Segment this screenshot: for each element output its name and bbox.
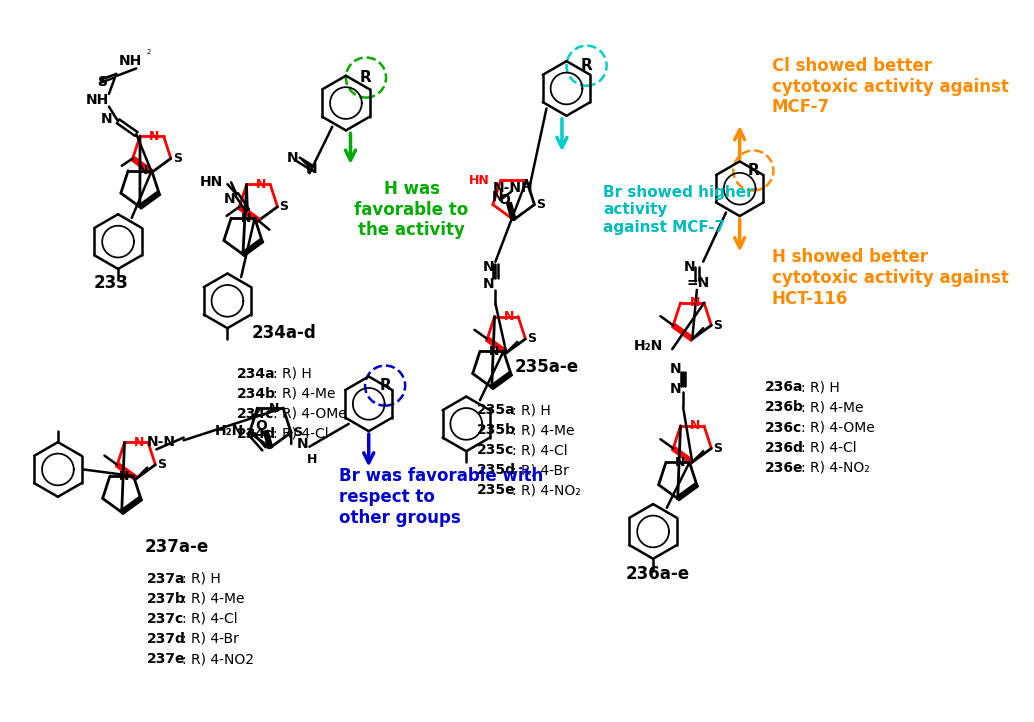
Text: S: S (173, 152, 182, 165)
Text: NH: NH (86, 93, 109, 108)
Text: N: N (491, 191, 504, 204)
Text: 237e: 237e (147, 652, 186, 666)
Text: N: N (482, 260, 494, 274)
Text: : R) 4-OMe: : R) 4-OMe (273, 407, 346, 421)
Text: $_2$: $_2$ (146, 48, 152, 58)
Text: 237a-e: 237a-e (145, 538, 209, 556)
Text: 234a: 234a (237, 367, 275, 380)
Text: HN: HN (469, 174, 490, 187)
Text: 235b: 235b (477, 423, 516, 438)
Text: 236b: 236b (765, 401, 804, 414)
Text: 237b: 237b (147, 592, 186, 606)
Text: 235e: 235e (477, 484, 516, 497)
Text: HN: HN (200, 175, 222, 189)
Text: S: S (279, 200, 288, 213)
Text: : R) 4-Me: : R) 4-Me (512, 423, 574, 438)
Text: N: N (683, 260, 695, 274)
Text: 237c: 237c (147, 612, 184, 626)
Text: : R) 4-Me: : R) 4-Me (182, 592, 244, 606)
Text: N: N (223, 192, 235, 206)
Text: : R) H: : R) H (182, 572, 220, 586)
Text: : R) 4-Cl: : R) 4-Cl (800, 440, 856, 455)
Text: N: N (489, 344, 499, 357)
Text: Br was favorable with
respect to
other groups: Br was favorable with respect to other g… (338, 467, 543, 526)
Text: N-NH: N-NH (492, 181, 534, 195)
Text: : R) 4-Cl: : R) 4-Cl (512, 443, 568, 457)
Text: H: H (307, 453, 317, 466)
Text: : R) H: : R) H (512, 403, 550, 417)
Text: 234d: 234d (237, 427, 275, 441)
Text: =N: =N (687, 276, 710, 290)
Text: : R) 4-NO₂: : R) 4-NO₂ (800, 461, 870, 474)
Text: : R) 4-NO₂: : R) 4-NO₂ (512, 484, 580, 497)
Text: S: S (157, 458, 166, 471)
Text: R: R (748, 163, 759, 178)
Text: : R) 4-OMe: : R) 4-OMe (800, 420, 875, 435)
Text: 236e: 236e (765, 461, 803, 474)
Text: N: N (149, 129, 159, 142)
Text: N: N (100, 111, 112, 126)
Text: N: N (670, 382, 681, 396)
Text: 237a: 237a (147, 572, 186, 586)
Text: 236d: 236d (765, 440, 804, 455)
Text: R: R (360, 70, 372, 85)
Text: N: N (690, 419, 700, 432)
Text: N: N (690, 296, 700, 309)
Text: 235a: 235a (477, 403, 516, 417)
Text: N: N (269, 401, 279, 414)
Text: N: N (675, 456, 686, 469)
Text: 235d: 235d (477, 464, 516, 477)
Text: : R) 4-Me: : R) 4-Me (273, 387, 335, 401)
Text: 235a-e: 235a-e (514, 358, 578, 376)
Text: H was
favorable to
the activity: H was favorable to the activity (355, 180, 468, 240)
Text: H showed better
cytotoxic activity against
HCT-116: H showed better cytotoxic activity again… (771, 248, 1008, 308)
Text: N: N (670, 362, 681, 376)
Text: N: N (297, 437, 308, 451)
Text: N: N (287, 151, 299, 165)
Text: : R) H: : R) H (273, 367, 312, 380)
Text: : R) 4-NO2: : R) 4-NO2 (182, 652, 254, 666)
Text: N: N (241, 212, 251, 225)
Text: : R) 4-Me: : R) 4-Me (800, 401, 863, 414)
Text: S: S (527, 332, 537, 345)
Text: 237d: 237d (147, 632, 186, 646)
Text: H₂N: H₂N (634, 339, 663, 353)
Text: Cl showed better
cytotoxic activity against
MCF-7: Cl showed better cytotoxic activity agai… (771, 57, 1008, 116)
Text: 233: 233 (93, 274, 128, 292)
Text: 236a: 236a (765, 380, 803, 394)
Text: NH: NH (119, 54, 143, 68)
Text: S: S (537, 198, 545, 211)
Text: R: R (379, 378, 391, 393)
Text: S: S (293, 426, 302, 439)
Text: N-N: N-N (147, 435, 176, 449)
Text: N: N (119, 469, 129, 482)
Text: N: N (133, 436, 144, 449)
Text: : R) H: : R) H (800, 380, 840, 394)
Text: S: S (98, 75, 109, 89)
Text: N: N (504, 310, 514, 323)
Text: O: O (255, 419, 267, 432)
Text: H₂N: H₂N (215, 425, 244, 438)
Text: : R) 4-Br: : R) 4-Br (512, 464, 569, 477)
Text: N: N (255, 178, 267, 191)
Text: S: S (713, 319, 722, 332)
Text: N: N (482, 277, 494, 292)
Text: N: N (305, 162, 317, 175)
Text: 234b: 234b (237, 387, 275, 401)
Text: 235c: 235c (477, 443, 515, 457)
Text: Br showed higher
activity
against MCF-7: Br showed higher activity against MCF-7 (603, 185, 754, 235)
Text: : R) 4-Cl: : R) 4-Cl (273, 427, 329, 441)
Text: : R) 4-Cl: : R) 4-Cl (182, 612, 238, 626)
Text: 234a-d: 234a-d (251, 323, 316, 342)
Text: : R) 4-Br: : R) 4-Br (182, 632, 239, 646)
Text: 234c: 234c (237, 407, 274, 421)
Text: O: O (498, 193, 511, 206)
Text: 236c: 236c (765, 420, 802, 435)
Text: S: S (713, 442, 722, 455)
Text: R: R (581, 58, 592, 73)
Text: 236a-e: 236a-e (626, 565, 690, 583)
Text: N: N (138, 164, 148, 177)
